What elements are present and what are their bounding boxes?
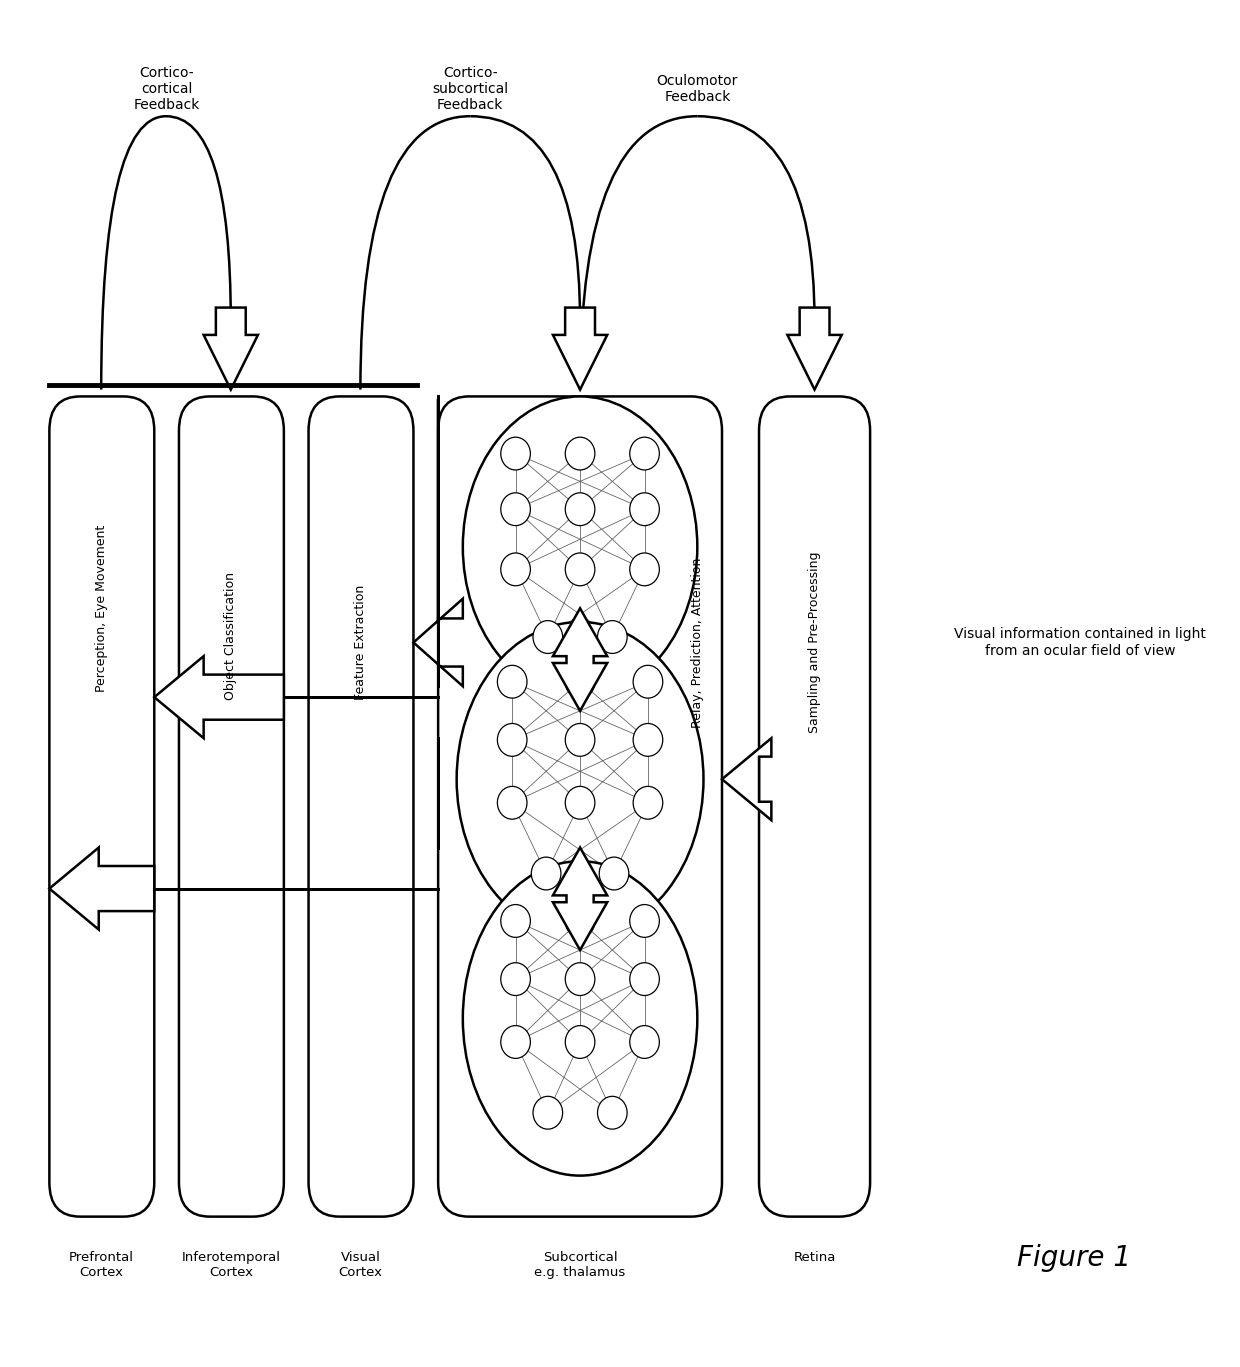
Circle shape — [565, 493, 595, 526]
Circle shape — [533, 1096, 563, 1129]
Circle shape — [630, 905, 660, 938]
PathPatch shape — [413, 599, 463, 686]
Text: Subcortical
e.g. thalamus: Subcortical e.g. thalamus — [534, 1251, 626, 1278]
PathPatch shape — [154, 656, 284, 738]
Circle shape — [630, 493, 660, 526]
PathPatch shape — [203, 308, 258, 390]
Text: Feature Extraction: Feature Extraction — [353, 585, 367, 700]
Circle shape — [565, 905, 595, 938]
Circle shape — [501, 905, 531, 938]
Circle shape — [565, 437, 595, 470]
Circle shape — [531, 857, 560, 890]
Text: Perception, Eye Movement: Perception, Eye Movement — [94, 525, 108, 692]
Text: Prefrontal
Cortex: Prefrontal Cortex — [68, 1251, 134, 1278]
Circle shape — [565, 1025, 595, 1058]
Ellipse shape — [456, 622, 703, 936]
Text: Relay, Prediction, Attention: Relay, Prediction, Attention — [691, 558, 704, 727]
Text: Inferotemporal
Cortex: Inferotemporal Cortex — [181, 1251, 280, 1278]
Circle shape — [565, 786, 595, 819]
Circle shape — [565, 554, 595, 586]
FancyBboxPatch shape — [50, 396, 154, 1217]
Circle shape — [565, 723, 595, 756]
FancyBboxPatch shape — [179, 396, 284, 1217]
PathPatch shape — [553, 848, 608, 950]
Circle shape — [634, 723, 662, 756]
Circle shape — [630, 962, 660, 995]
PathPatch shape — [553, 308, 608, 390]
Circle shape — [497, 666, 527, 699]
Text: Cortico-
cortical
Feedback: Cortico- cortical Feedback — [134, 66, 200, 112]
Circle shape — [501, 493, 531, 526]
FancyBboxPatch shape — [438, 396, 722, 1217]
Text: Sampling and Pre-Processing: Sampling and Pre-Processing — [808, 552, 821, 733]
Circle shape — [501, 437, 531, 470]
Circle shape — [565, 962, 595, 995]
Text: Oculomotor
Feedback: Oculomotor Feedback — [657, 74, 738, 104]
Text: Object Classification: Object Classification — [224, 571, 237, 700]
Text: Visual
Cortex: Visual Cortex — [339, 1251, 382, 1278]
Circle shape — [565, 666, 595, 699]
Text: Retina: Retina — [794, 1251, 836, 1264]
Circle shape — [497, 786, 527, 819]
Circle shape — [634, 666, 662, 699]
Circle shape — [630, 437, 660, 470]
PathPatch shape — [553, 608, 608, 711]
PathPatch shape — [722, 738, 771, 820]
Circle shape — [598, 1096, 627, 1129]
Ellipse shape — [463, 861, 697, 1176]
Circle shape — [533, 621, 563, 653]
FancyBboxPatch shape — [759, 396, 870, 1217]
Circle shape — [497, 723, 527, 756]
Text: Figure 1: Figure 1 — [1017, 1244, 1131, 1271]
Text: Visual information contained in light
from an ocular field of view: Visual information contained in light fr… — [954, 627, 1205, 658]
PathPatch shape — [787, 308, 842, 390]
Circle shape — [501, 1025, 531, 1058]
Circle shape — [634, 786, 662, 819]
Circle shape — [630, 554, 660, 586]
Circle shape — [599, 857, 629, 890]
FancyBboxPatch shape — [309, 396, 413, 1217]
Ellipse shape — [463, 396, 697, 697]
PathPatch shape — [50, 848, 154, 930]
Circle shape — [598, 621, 627, 653]
Text: Cortico-
subcortical
Feedback: Cortico- subcortical Feedback — [433, 66, 508, 112]
Circle shape — [501, 962, 531, 995]
Circle shape — [630, 1025, 660, 1058]
Circle shape — [501, 554, 531, 586]
